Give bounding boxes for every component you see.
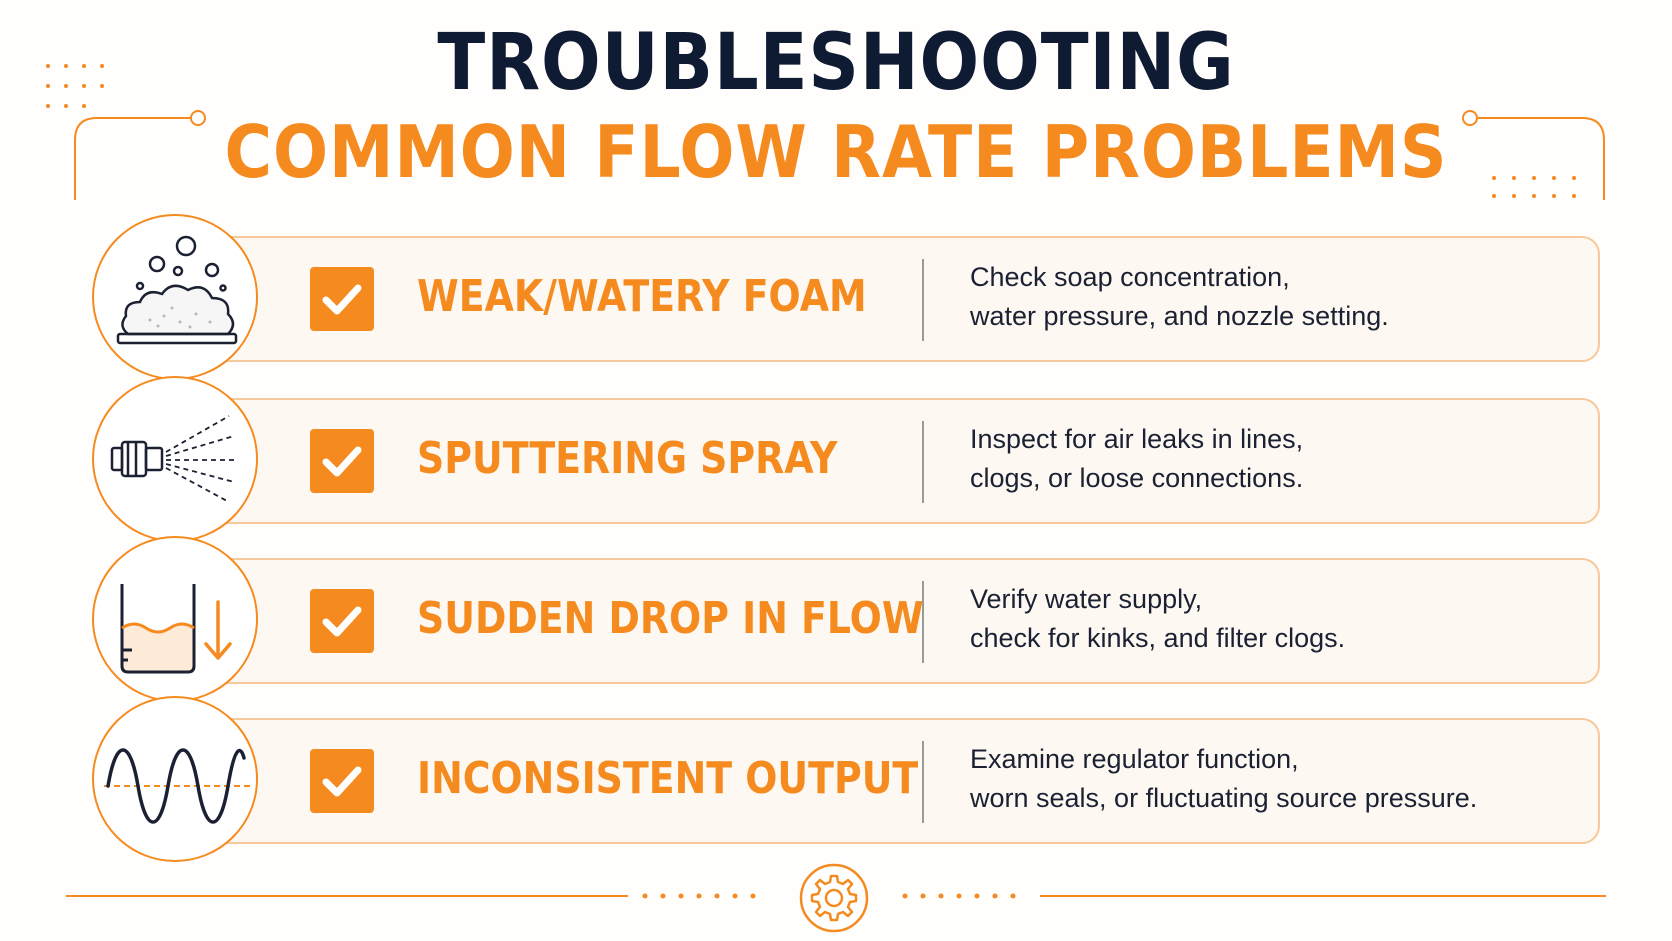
problem-title: WEAK/WATERY FOAM — [417, 271, 867, 322]
checkbox-checked-icon — [310, 589, 374, 653]
foam-icon — [92, 214, 258, 380]
description-line: Examine regulator function, — [970, 744, 1299, 774]
description-line: Inspect for air leaks in lines, — [970, 424, 1304, 454]
gear-icon — [798, 862, 870, 934]
problem-description: Examine regulator function, worn seals, … — [970, 740, 1570, 818]
problem-description: Inspect for air leaks in lines, clogs, o… — [970, 420, 1570, 498]
problem-title: SPUTTERING SPRAY — [417, 433, 838, 484]
problem-description: Check soap concentration, water pressure… — [970, 258, 1570, 336]
page-title: TROUBLESHOOTING — [437, 18, 1235, 108]
water-level-drop-icon — [92, 536, 258, 702]
page-subtitle: COMMON FLOW RATE PROBLEMS — [224, 110, 1448, 194]
description-line: worn seals, or fluctuating source pressu… — [970, 783, 1478, 813]
problem-row: SPUTTERING SPRAY Inspect for air leaks i… — [92, 376, 1600, 542]
divider — [922, 259, 924, 341]
description-line: Verify water supply, — [970, 584, 1203, 614]
problem-row: SUDDEN DROP IN FLOW Verify water supply,… — [92, 536, 1600, 702]
divider — [922, 421, 924, 503]
description-line: water pressure, and nozzle setting. — [970, 301, 1389, 331]
problem-card — [212, 398, 1600, 524]
wave-signal-icon — [92, 696, 258, 862]
description-line: check for kinks, and filter clogs. — [970, 623, 1346, 653]
problem-title: SUDDEN DROP IN FLOW — [417, 593, 924, 644]
problem-card — [212, 558, 1600, 684]
checkbox-checked-icon — [310, 267, 374, 331]
problem-card — [212, 236, 1600, 362]
spray-nozzle-icon — [92, 376, 258, 542]
problem-row: WEAK/WATERY FOAM Check soap concentratio… — [92, 214, 1600, 380]
problem-title: INCONSISTENT OUTPUT — [417, 753, 919, 804]
divider — [922, 581, 924, 663]
checkbox-checked-icon — [310, 749, 374, 813]
problem-card — [212, 718, 1600, 844]
description-line: clogs, or loose connections. — [970, 463, 1304, 493]
problem-description: Verify water supply, check for kinks, an… — [970, 580, 1570, 658]
divider — [922, 741, 924, 823]
description-line: Check soap concentration, — [970, 262, 1290, 292]
problem-row: INCONSISTENT OUTPUT Examine regulator fu… — [92, 696, 1600, 862]
checkbox-checked-icon — [310, 429, 374, 493]
